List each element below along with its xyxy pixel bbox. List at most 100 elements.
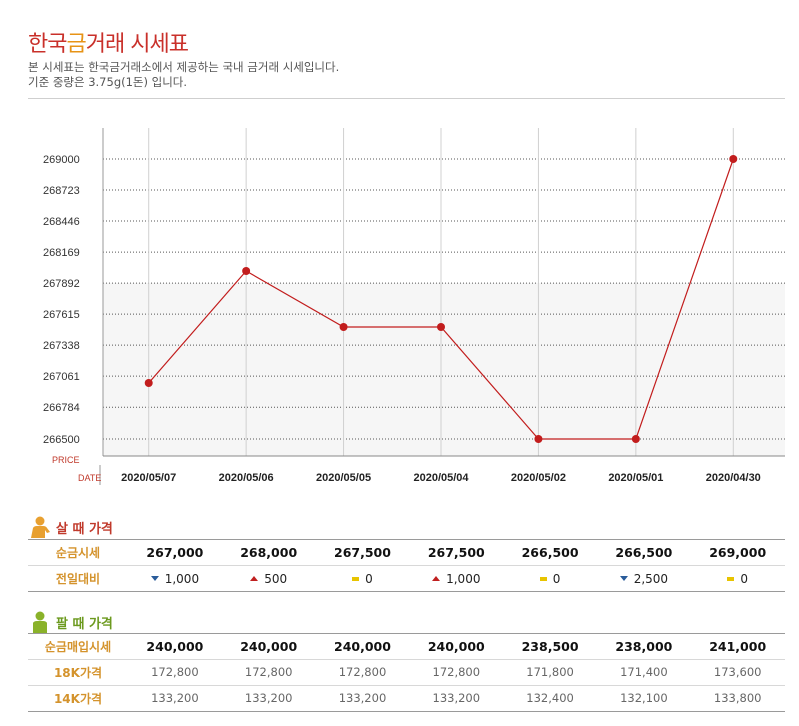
row-label: 순금매입시세: [44, 639, 112, 654]
price-cell: 266,500: [521, 544, 579, 560]
divider: [28, 98, 785, 99]
price-cell: 133,200: [338, 691, 387, 705]
flat-dash-icon: [352, 577, 360, 581]
y-tick-label: 267892: [43, 278, 80, 290]
sell-section-title: 팔 때 가격: [56, 616, 113, 632]
divider: [28, 591, 785, 592]
price-cell: 172,800: [338, 665, 387, 679]
price-cell: 172,800: [432, 665, 481, 679]
price-cell: 171,400: [620, 665, 668, 679]
data-point: [144, 379, 153, 387]
y-axis-label: PRICE: [52, 455, 80, 465]
data-point: [242, 267, 251, 275]
table-row: 14K가격 133,200 133,200 133,200 133,200 132,40…: [28, 685, 785, 711]
price-cell: 171,800: [526, 665, 574, 679]
x-tick-label: 2020/05/02: [511, 472, 566, 484]
page-description: 본 시세표는 한국금거래소에서 제공하는 국내 금거래 시세입니다. 기준 중량…: [28, 60, 339, 90]
change-cell: 0: [503, 570, 597, 586]
x-tick-label: 2020/05/04: [413, 472, 469, 484]
divider: [28, 711, 785, 712]
price-cell: 132,100: [620, 691, 668, 705]
buy-section-title: 살 때 가격: [56, 521, 113, 537]
price-cell: 133,200: [244, 691, 293, 705]
change-value: 1,000: [446, 571, 481, 586]
change-value: 1,000: [164, 571, 200, 586]
change-value: 0: [552, 572, 561, 586]
person-icon: [31, 516, 50, 538]
page-title: 한국금거래 시세표: [28, 32, 189, 57]
row-label: 순금시세: [55, 545, 101, 560]
desc-line-1: 본 시세표는 한국금거래소에서 제공하는 국내 금거래 시세입니다.: [28, 60, 340, 74]
price-cell: 238,500: [521, 638, 579, 654]
price-cell: 133,200: [151, 691, 199, 705]
price-cell: 240,000: [427, 638, 485, 654]
change-cell: 500: [222, 570, 316, 586]
price-cell: 173,600: [713, 665, 762, 679]
price-cell: 238,000: [615, 638, 673, 654]
x-tick-label: 2020/04/30: [706, 472, 761, 484]
price-cell: 267,000: [146, 544, 204, 560]
table-row: 전일대비 1,000 500 0 1,000 0 2,500 0: [28, 565, 785, 591]
data-point: [729, 155, 738, 163]
desc-line-2: 기준 중량은 3.75g(1돈) 입니다.: [28, 75, 188, 89]
y-tick-label: 266500: [43, 434, 80, 446]
y-tick-label: 269000: [43, 154, 80, 166]
price-cell: 267,500: [427, 544, 485, 560]
x-tick-label: 2020/05/01: [608, 472, 663, 484]
table-row: 순금시세 267,000 268,000 267,500 267,500 266,500…: [28, 539, 785, 565]
data-point: [631, 435, 640, 443]
change-value: 2,500: [633, 571, 669, 586]
x-tick-label: 2020/05/07: [121, 472, 176, 484]
price-cell: 240,000: [334, 638, 391, 654]
price-chart: 266500 266784 267061 267338 267615 267892 2681…: [43, 128, 785, 485]
flat-dash-icon: [727, 577, 735, 581]
y-tick-label: 267615: [43, 309, 80, 321]
plot-band: [103, 283, 785, 456]
divider: [28, 685, 785, 686]
arrow-down-icon: [150, 576, 159, 582]
price-cell: 240,000: [146, 638, 204, 654]
sell-section-header: 팔 때 가격: [28, 609, 113, 635]
data-point: [437, 323, 445, 331]
change-cell: 1,000: [128, 570, 222, 586]
x-tick-label: 2020/05/05: [316, 472, 371, 484]
y-tick-label: 267338: [43, 340, 80, 352]
arrow-down-icon: [619, 576, 628, 582]
change-value: 500: [264, 571, 288, 586]
price-cell: 266,500: [615, 544, 673, 560]
price-cell: 133,800: [713, 691, 762, 705]
change-cell: 2,500: [597, 570, 691, 586]
row-label: 18K가격: [53, 665, 103, 680]
table-row: 순금매입시세 240,000 240,000 240,000 240,000 238,5…: [28, 633, 785, 659]
change-cell: 1,000: [409, 570, 503, 586]
divider: [28, 565, 785, 566]
y-tick-label: 268169: [43, 247, 80, 259]
price-cell: 133,200: [432, 691, 481, 705]
price-cell: 172,800: [151, 665, 199, 679]
x-axis-label: DATE: [78, 473, 101, 483]
y-tick-label: 267061: [43, 371, 80, 383]
divider: [28, 633, 785, 634]
data-point: [339, 323, 348, 331]
flat-dash-icon: [539, 577, 547, 581]
table-row: 18K가격 172,800 172,800 172,800 172,800 171,80…: [28, 659, 785, 685]
price-cell: 267,500: [334, 544, 391, 560]
y-tick-label: 268446: [43, 216, 80, 228]
change-cell: 0: [316, 570, 410, 586]
y-tick-label: 268723: [43, 185, 80, 197]
person-icon: [33, 611, 47, 633]
arrow-up-icon: [250, 576, 259, 582]
price-cell: 240,000: [240, 638, 298, 654]
price-cell: 269,000: [709, 544, 767, 560]
row-label: 전일대비: [55, 571, 101, 586]
data-point: [534, 435, 543, 443]
price-cell: 172,800: [244, 665, 293, 679]
row-label: 14K가격: [53, 691, 103, 706]
buy-section-header: 살 때 가격: [28, 514, 113, 540]
change-value: 0: [365, 572, 373, 586]
arrow-up-icon: [432, 576, 441, 582]
change-value: 0: [740, 572, 748, 586]
price-cell: 132,400: [526, 691, 574, 705]
y-tick-label: 266784: [43, 402, 80, 414]
x-tick-label: 2020/05/06: [219, 472, 274, 484]
